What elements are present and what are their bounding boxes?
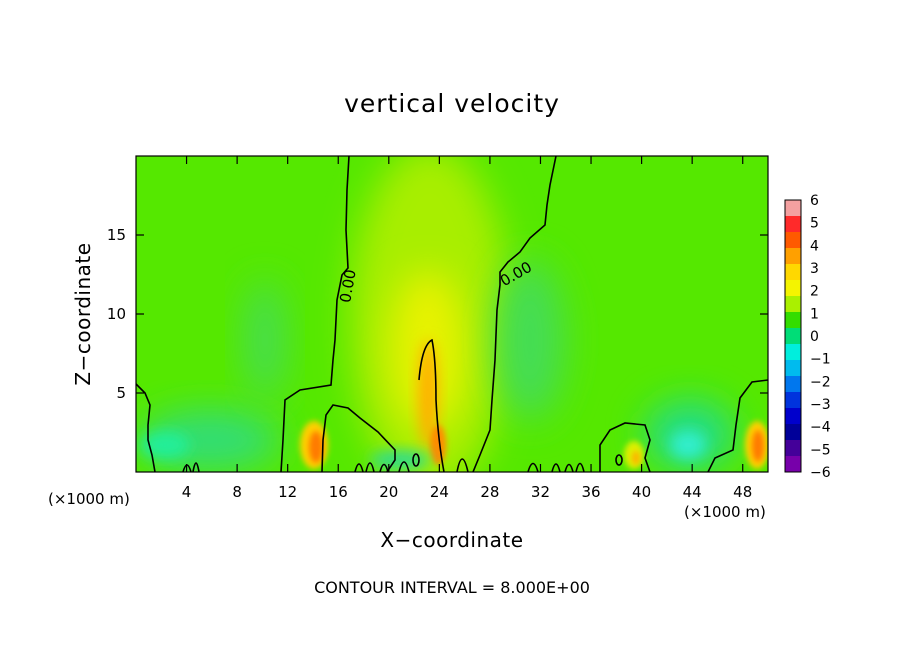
colorbar-frame bbox=[784, 199, 802, 473]
contour-line-left-edge bbox=[136, 383, 156, 472]
x-unit-label-left: (×1000 m) bbox=[48, 490, 130, 508]
colorbar-swatch bbox=[785, 328, 801, 345]
y-tick-label: 10 bbox=[107, 305, 126, 323]
x-tick-label: 44 bbox=[683, 483, 702, 501]
colorbar-swatch bbox=[785, 216, 801, 233]
colorbar-swatch bbox=[785, 360, 801, 377]
x-tick-label: 48 bbox=[733, 483, 752, 501]
downdraft-mid-left bbox=[245, 280, 285, 400]
colorbar-swatch bbox=[785, 392, 801, 409]
contour-label-left: 0.00 bbox=[336, 268, 360, 304]
colorbar-tick-label: −5 bbox=[810, 442, 831, 458]
colorbar-swatch bbox=[785, 296, 801, 313]
colorbar-swatch bbox=[785, 376, 801, 393]
colorbar-tick-label: −3 bbox=[810, 397, 831, 413]
contour-line-small-cell-b bbox=[192, 462, 200, 472]
contour-line-updraft-core bbox=[418, 338, 445, 472]
colorbar-swatch bbox=[785, 264, 801, 281]
colorbar-tick-label: 2 bbox=[810, 284, 819, 300]
colorbar-tick-label: −1 bbox=[810, 352, 831, 368]
y-tick-label: 15 bbox=[107, 226, 126, 244]
downdraft-right-core bbox=[670, 431, 706, 459]
colorbar-tick-label: 0 bbox=[810, 329, 819, 345]
x-tick-label: 24 bbox=[430, 483, 449, 501]
contour-label-left-text: 0.00 bbox=[336, 268, 360, 304]
x-tick-label: 36 bbox=[581, 483, 600, 501]
x-tick-label: 16 bbox=[329, 483, 348, 501]
plot-area bbox=[136, 156, 768, 472]
contour-line-small-cell-f bbox=[398, 461, 410, 472]
downdraft-left-core bbox=[140, 431, 190, 459]
contour-line-small-cell-j bbox=[564, 463, 574, 472]
x-axis-label: X−coordinate bbox=[380, 528, 523, 552]
contour-line-small-cell-h bbox=[527, 462, 539, 472]
updraft-cell-14-core bbox=[309, 431, 323, 463]
contour-line-left-column bbox=[280, 156, 350, 472]
x-tick-label: 4 bbox=[182, 483, 192, 501]
contour-line-right-column bbox=[472, 156, 557, 472]
field-shading bbox=[140, 156, 768, 472]
y-axis-label-group: Z−coordinate bbox=[71, 242, 95, 385]
updraft-base-orange bbox=[430, 425, 446, 465]
colorbar-swatch bbox=[785, 200, 801, 217]
contour-line-small-cell-g bbox=[456, 458, 469, 472]
contour-line-small-cell-c bbox=[354, 463, 364, 472]
y-tick-label: 5 bbox=[116, 384, 126, 402]
colorbar-tick-label: −2 bbox=[810, 374, 831, 390]
colorbar: 6 5 4 3 2 1 0 −1 −2 −3 −4 −5 −6 bbox=[784, 193, 831, 481]
updraft-cell-49-core bbox=[752, 430, 764, 462]
colorbar-swatch bbox=[785, 424, 801, 441]
x-tick-label: 12 bbox=[278, 483, 297, 501]
x-tick-label: 28 bbox=[480, 483, 499, 501]
colorbar-tick-label: −6 bbox=[810, 465, 831, 481]
colorbar-swatch bbox=[785, 312, 801, 329]
colorbar-tick-label: 1 bbox=[810, 306, 819, 322]
contour-line-small-cell-d bbox=[365, 462, 375, 472]
colorbar-swatch bbox=[785, 280, 801, 297]
contour-line-small-cell-e bbox=[379, 463, 389, 472]
x-axis-ticks: 4 8 12 16 20 24 28 32 36 40 44 48 bbox=[182, 156, 752, 501]
contour-interval-footer: CONTOUR INTERVAL = 8.000E+00 bbox=[314, 578, 590, 597]
updraft-cell-40-core bbox=[632, 451, 640, 465]
colorbar-swatch bbox=[785, 440, 801, 457]
x-tick-label: 20 bbox=[379, 483, 398, 501]
colorbar-swatch bbox=[785, 232, 801, 249]
x-tick-label: 40 bbox=[632, 483, 651, 501]
x-tick-label: 8 bbox=[232, 483, 242, 501]
colorbar-tick-label: 3 bbox=[810, 261, 819, 277]
colorbar-tick-label: 4 bbox=[810, 238, 819, 254]
contour-line-inner-left-loop bbox=[321, 404, 396, 472]
y-axis-ticks: 5 10 15 bbox=[107, 226, 768, 402]
colorbar-tick-label: 6 bbox=[810, 193, 819, 209]
colorbar-swatch bbox=[785, 456, 801, 473]
contour-line-right-edge bbox=[707, 379, 768, 472]
y-axis-label: Z−coordinate bbox=[71, 242, 95, 385]
contour-ring-small-b bbox=[615, 454, 623, 466]
contour-line-right-loop bbox=[599, 422, 651, 472]
contour-line-small-cell-i bbox=[551, 463, 561, 472]
updraft-column-orange bbox=[418, 340, 438, 450]
colorbar-swatch bbox=[785, 248, 801, 265]
colorbar-tick-label: −4 bbox=[810, 420, 831, 436]
x-unit-label-right: (×1000 m) bbox=[684, 503, 766, 521]
colorbar-swatch bbox=[785, 408, 801, 425]
contour-ring-small-a bbox=[412, 453, 420, 467]
colorbar-swatch bbox=[785, 344, 801, 361]
chart-title: vertical velocity bbox=[344, 89, 560, 118]
x-tick-label: 32 bbox=[531, 483, 550, 501]
colorbar-tick-label: 5 bbox=[810, 216, 819, 232]
downdraft-center-right bbox=[495, 260, 565, 420]
contour-line-small-cell-k bbox=[575, 462, 585, 472]
